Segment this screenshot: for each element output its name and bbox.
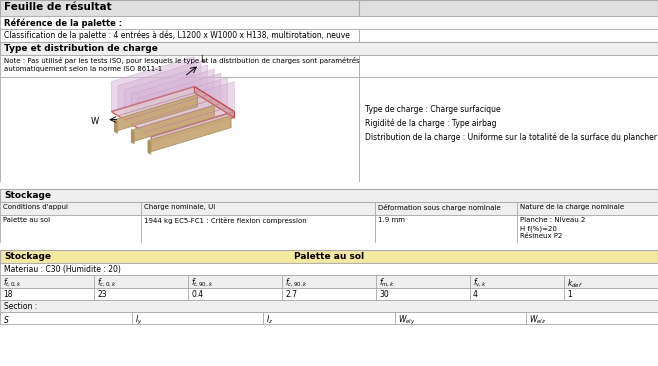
Polygon shape [151,112,234,143]
Polygon shape [138,73,221,128]
Text: 18: 18 [3,290,13,299]
Polygon shape [111,87,234,137]
Text: 1: 1 [567,290,572,299]
Bar [0,215,141,243]
Bar [141,202,375,215]
Bar [375,215,517,243]
Bar [282,275,376,288]
Bar [0,300,658,312]
Text: Conditions d'appui: Conditions d'appui [3,204,68,210]
Polygon shape [111,57,194,112]
Text: Palette au sol: Palette au sol [3,217,50,223]
Polygon shape [148,116,231,153]
Text: Palette au sol: Palette au sol [294,252,364,261]
Polygon shape [114,94,197,132]
Text: 4: 4 [473,290,478,299]
Text: $f_{c,0,k}$: $f_{c,0,k}$ [97,277,116,289]
Text: W: W [91,117,99,126]
Bar [564,275,658,288]
Polygon shape [194,87,234,117]
Text: Section :: Section : [4,302,38,311]
Text: $f_{v,k}$: $f_{v,k}$ [473,277,487,289]
Bar [188,288,282,300]
Polygon shape [114,120,117,133]
Bar [0,0,359,16]
Text: Note : Pas utilisé par les tests ISO, pour lesquels le type et la distribution d: Note : Pas utilisé par les tests ISO, po… [4,57,360,72]
Text: Déformation sous charge nominale: Déformation sous charge nominale [378,204,501,211]
Text: Charge nominale, Ui: Charge nominale, Ui [145,204,216,210]
Bar [359,29,658,42]
Bar [141,215,375,243]
Bar [0,29,359,42]
Polygon shape [148,141,151,154]
Text: Nature de la charge nominale: Nature de la charge nominale [520,204,624,210]
Text: $f_{m,k}$: $f_{m,k}$ [379,277,395,289]
Bar [0,202,141,215]
Bar [0,55,359,77]
Bar [359,0,658,16]
Bar [0,288,94,300]
Text: $f_{t,0,k}$: $f_{t,0,k}$ [3,277,22,289]
Text: Type de charge : Charge surfacique
Rigidité de la charge : Type airbag
Distribut: Type de charge : Charge surfacique Rigid… [365,105,658,142]
Bar [376,275,470,288]
Bar [0,16,658,29]
Bar [0,312,132,324]
Polygon shape [132,105,215,142]
Bar [564,288,658,300]
Text: Stockage: Stockage [4,191,51,200]
Bar [0,250,658,263]
Bar [94,275,188,288]
Text: $f_{c,90,k}$: $f_{c,90,k}$ [285,277,308,289]
Polygon shape [118,61,201,116]
Bar [0,263,658,275]
Text: Stockage: Stockage [4,252,51,261]
Text: $S$: $S$ [3,314,10,325]
Bar [395,312,526,324]
Polygon shape [132,69,215,124]
Text: 1.9 mm: 1.9 mm [378,217,405,223]
Text: $W_{elz}$: $W_{elz}$ [530,314,547,326]
Text: Feuille de résultat: Feuille de résultat [4,2,112,12]
Bar [375,202,517,215]
Text: Type et distribution de charge: Type et distribution de charge [4,44,158,53]
Text: 30: 30 [379,290,389,299]
Bar [517,202,658,215]
Text: Classification de la palette : 4 entrées à dés, L1200 x W1000 x H138, multirotat: Classification de la palette : 4 entrées… [4,31,350,41]
Text: 23: 23 [97,290,107,299]
Bar [359,77,658,182]
Bar [0,42,658,55]
Bar [0,182,658,189]
Text: Materiau : C30 (Humidite : 20): Materiau : C30 (Humidite : 20) [4,265,121,274]
Bar [470,275,564,288]
Bar [526,312,658,324]
Text: L: L [200,55,205,64]
Polygon shape [124,65,208,120]
Text: $k_{def}$: $k_{def}$ [567,277,583,290]
Bar [517,215,658,243]
Text: Référence de la palette :: Référence de la palette : [4,18,122,27]
Bar [0,189,658,202]
Bar [376,288,470,300]
Bar [0,77,359,182]
Text: $I_z$: $I_z$ [266,314,273,326]
Polygon shape [145,78,228,132]
Polygon shape [151,82,234,137]
Bar [0,275,94,288]
Bar [188,275,282,288]
Bar [282,288,376,300]
Bar [359,55,658,77]
Text: $I_y$: $I_y$ [135,314,142,327]
Bar [470,288,564,300]
Bar [94,288,188,300]
Bar [263,312,395,324]
Polygon shape [132,130,134,144]
Text: 0.4: 0.4 [191,290,203,299]
Text: 2.7: 2.7 [285,290,297,299]
Text: $f_{t,90,k}$: $f_{t,90,k}$ [191,277,213,289]
Bar [0,243,658,250]
Text: $W_{ely}$: $W_{ely}$ [398,314,415,327]
Bar [132,312,263,324]
Text: 1944 kg EC5-FC1 : Critère flexion compression: 1944 kg EC5-FC1 : Critère flexion compre… [145,217,307,224]
Text: Planche : Niveau 2
H f(%)=20
Résineux P2: Planche : Niveau 2 H f(%)=20 Résineux P2 [520,217,585,239]
